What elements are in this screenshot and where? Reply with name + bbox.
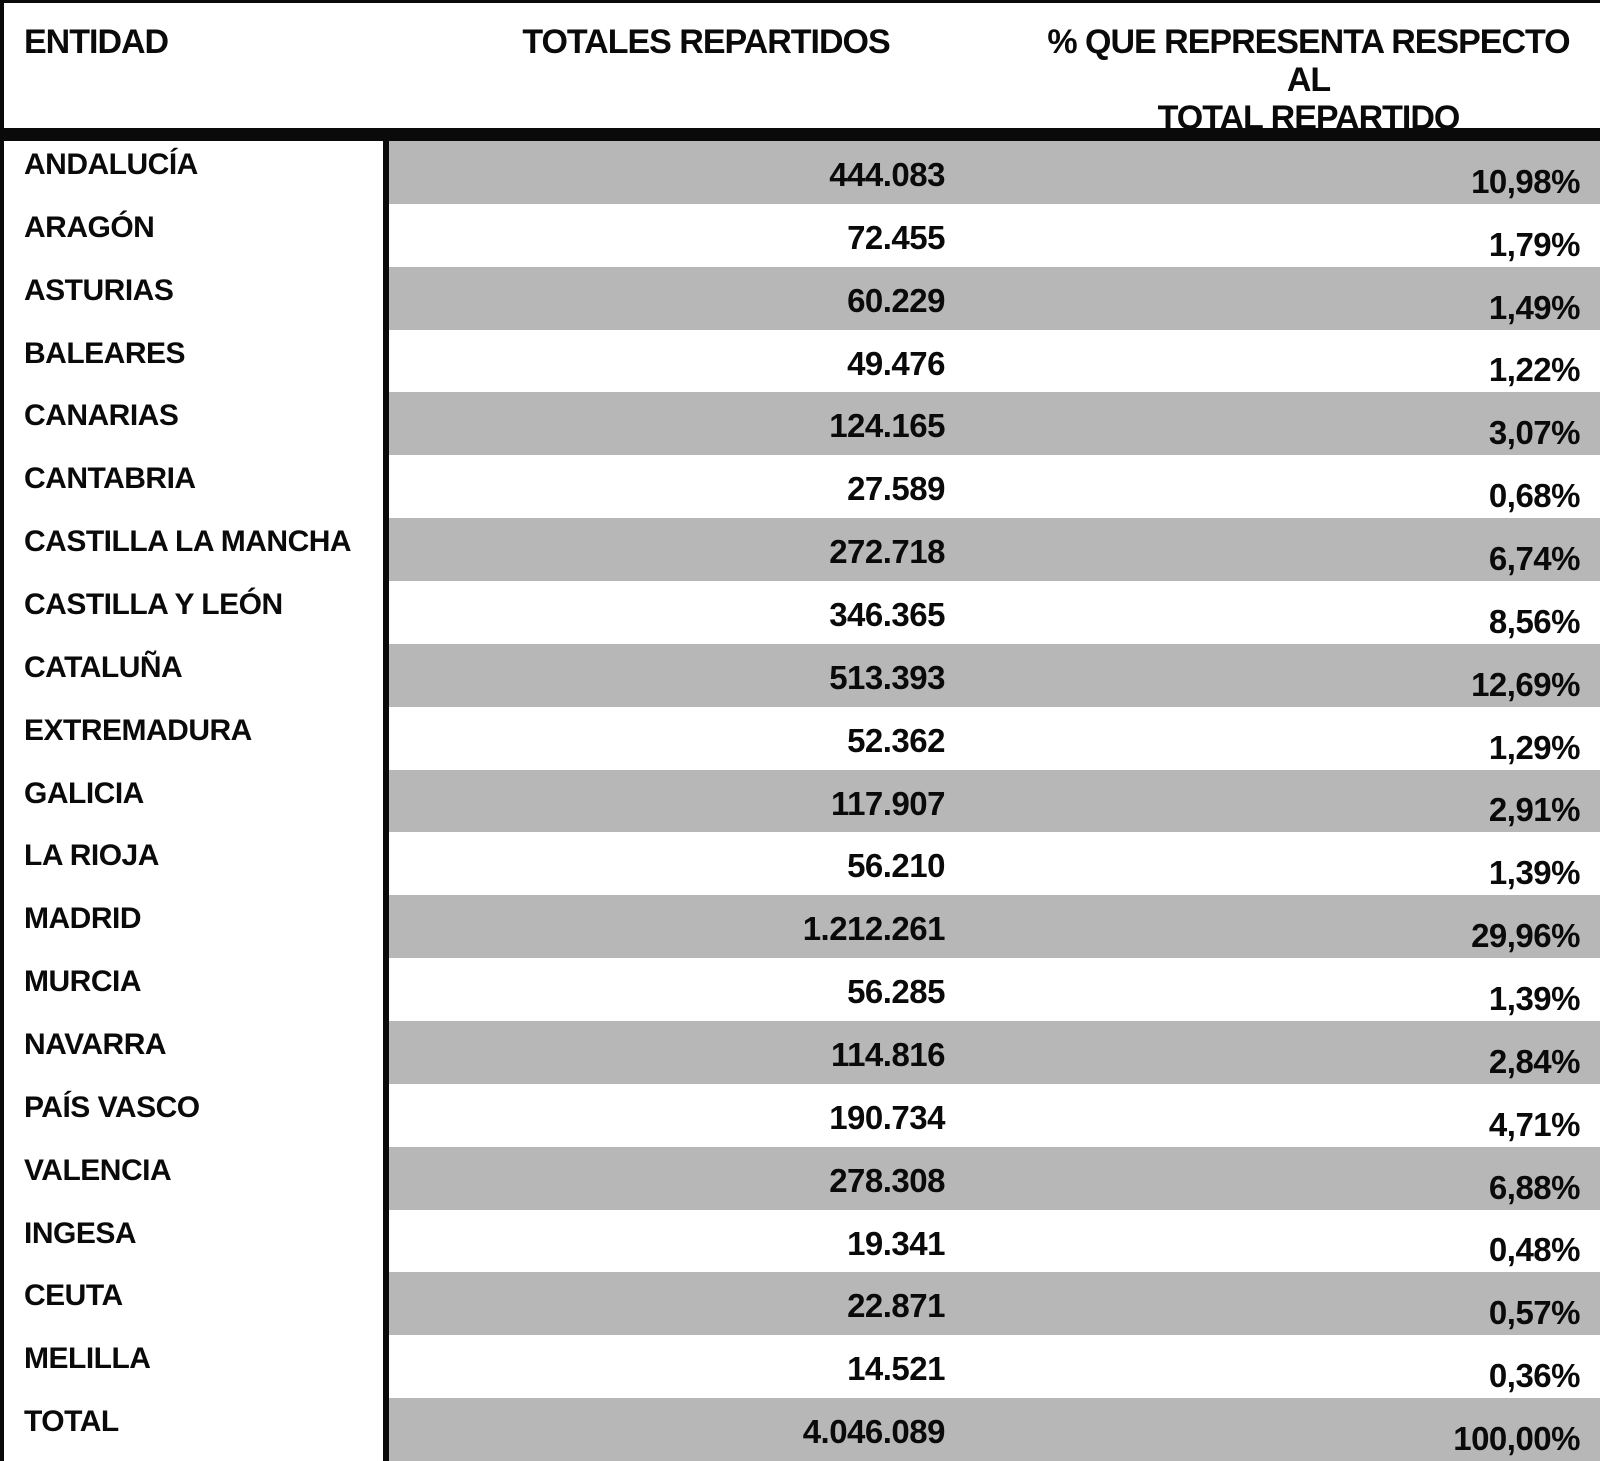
- table-header-row: ENTIDAD TOTALES REPARTIDOS % QUE REPRESE…: [4, 3, 1600, 137]
- percent-value-cell: 2,84%: [1011, 1021, 1600, 1084]
- percent-value-cell: 1,39%: [1011, 958, 1600, 1022]
- table-row: VALENCIA 278.308 6,88%: [4, 1146, 1600, 1210]
- table-row: CASTILLA Y LEÓN 346.365 8,56%: [4, 581, 1600, 644]
- total-value-cell: 117.907: [389, 769, 1011, 833]
- table-body: ANDALUCÍA 444.083 10,98% ARAGÓN 72.455 1…: [4, 141, 1600, 1461]
- entity-name-cell: PAÍS VASCO: [4, 1083, 389, 1147]
- table-row: EXTREMADURA 52.362 1,29%: [4, 706, 1600, 770]
- total-value-cell: 513.393: [389, 643, 1011, 707]
- percent-value-cell: 1,49%: [1011, 266, 1600, 330]
- total-value-cell: 19.341: [389, 1209, 1011, 1273]
- percent-value-cell: 100,00%: [1011, 1398, 1600, 1461]
- entity-name-cell: LA RIOJA: [4, 832, 389, 896]
- entity-name-cell: ANDALUCÍA: [4, 141, 389, 204]
- percent-value-cell: 1,29%: [1011, 706, 1600, 770]
- entity-name-cell: CANARIAS: [4, 392, 389, 456]
- entity-name-cell: CASTILLA Y LEÓN: [4, 581, 389, 644]
- total-value-cell: 49.476: [389, 329, 1011, 393]
- entity-name-cell: CATALUÑA: [4, 643, 389, 707]
- header-separator-bar: [4, 128, 1600, 141]
- entity-name-cell: ARAGÓN: [4, 203, 389, 267]
- percent-value-cell: 10,98%: [1011, 141, 1600, 204]
- entity-name-cell: NAVARRA: [4, 1021, 389, 1084]
- column-header-entidad: ENTIDAD: [24, 23, 169, 61]
- percent-value-cell: 8,56%: [1011, 581, 1600, 644]
- total-value-cell: 278.308: [389, 1146, 1011, 1210]
- percent-value-cell: 4,71%: [1011, 1083, 1600, 1147]
- total-value-cell: 56.210: [389, 832, 1011, 896]
- table-row: INGESA 19.341 0,48%: [4, 1209, 1600, 1273]
- entity-name-cell: MURCIA: [4, 958, 389, 1022]
- total-value-cell: 60.229: [389, 266, 1011, 330]
- table-row: GALICIA 117.907 2,91%: [4, 769, 1600, 833]
- total-value-cell: 272.718: [389, 518, 1011, 582]
- table-row: CATALUÑA 513.393 12,69%: [4, 643, 1600, 707]
- total-value-cell: 190.734: [389, 1083, 1011, 1147]
- total-value-cell: 56.285: [389, 958, 1011, 1022]
- total-value-cell: 4.046.089: [389, 1398, 1011, 1461]
- column-header-porcentaje-line2: TOTAL REPARTIDO: [1157, 99, 1461, 138]
- table-row: ASTURIAS 60.229 1,49%: [4, 266, 1600, 330]
- percent-value-cell: 1,39%: [1011, 832, 1600, 896]
- column-header-totales-repartidos: TOTALES REPARTIDOS: [522, 23, 890, 61]
- total-value-cell: 124.165: [389, 392, 1011, 456]
- table-row: PAÍS VASCO 190.734 4,71%: [4, 1083, 1600, 1147]
- percent-value-cell: 0,68%: [1011, 455, 1600, 519]
- entity-name-cell: EXTREMADURA: [4, 706, 389, 770]
- percent-value-cell: 6,74%: [1011, 518, 1600, 582]
- total-value-cell: 346.365: [389, 581, 1011, 644]
- percent-value-cell: 3,07%: [1011, 392, 1600, 456]
- entity-name-cell: VALENCIA: [4, 1146, 389, 1210]
- entity-name-cell: ASTURIAS: [4, 266, 389, 330]
- table-row: TOTAL 4.046.089 100,00%: [4, 1398, 1600, 1461]
- entity-name-cell: MELILLA: [4, 1335, 389, 1399]
- column-header-porcentaje: % QUE REPRESENTA RESPECTO AL TOTAL REPAR…: [1017, 3, 1600, 137]
- percent-value-cell: 6,88%: [1011, 1146, 1600, 1210]
- total-value-cell: 22.871: [389, 1272, 1011, 1336]
- percent-value-cell: 29,96%: [1011, 895, 1600, 959]
- total-value-cell: 27.589: [389, 455, 1011, 519]
- percent-value-cell: 0,48%: [1011, 1209, 1600, 1273]
- table-row: ANDALUCÍA 444.083 10,98%: [4, 141, 1600, 204]
- column-header-porcentaje-line1: % QUE REPRESENTA RESPECTO AL: [1047, 23, 1570, 100]
- entity-name-cell: INGESA: [4, 1209, 389, 1273]
- total-value-cell: 444.083: [389, 141, 1011, 204]
- entity-name-cell: GALICIA: [4, 769, 389, 833]
- entity-name-cell: TOTAL: [4, 1398, 389, 1461]
- entity-name-cell: MADRID: [4, 895, 389, 959]
- table-row: LA RIOJA 56.210 1,39%: [4, 832, 1600, 896]
- table-row: CANARIAS 124.165 3,07%: [4, 392, 1600, 456]
- entity-name-cell: CEUTA: [4, 1272, 389, 1336]
- total-value-cell: 114.816: [389, 1021, 1011, 1084]
- table-row: MELILLA 14.521 0,36%: [4, 1335, 1600, 1399]
- percent-value-cell: 1,79%: [1011, 203, 1600, 267]
- percent-value-cell: 0,57%: [1011, 1272, 1600, 1336]
- entity-name-cell: CANTABRIA: [4, 455, 389, 519]
- total-value-cell: 72.455: [389, 203, 1011, 267]
- percent-value-cell: 1,22%: [1011, 329, 1600, 393]
- entity-name-cell: CASTILLA LA MANCHA: [4, 518, 389, 582]
- table-row: CANTABRIA 27.589 0,68%: [4, 455, 1600, 519]
- entity-name-cell: BALEARES: [4, 329, 389, 393]
- table-row: NAVARRA 114.816 2,84%: [4, 1021, 1600, 1084]
- total-value-cell: 1.212.261: [389, 895, 1011, 959]
- percent-value-cell: 12,69%: [1011, 643, 1600, 707]
- percent-value-cell: 2,91%: [1011, 769, 1600, 833]
- table-row: CEUTA 22.871 0,57%: [4, 1272, 1600, 1336]
- table-row: BALEARES 49.476 1,22%: [4, 329, 1600, 393]
- table-row: MADRID 1.212.261 29,96%: [4, 895, 1600, 959]
- table-row: CASTILLA LA MANCHA 272.718 6,74%: [4, 518, 1600, 582]
- percent-value-cell: 0,36%: [1011, 1335, 1600, 1399]
- table-row: MURCIA 56.285 1,39%: [4, 958, 1600, 1022]
- table-row: ARAGÓN 72.455 1,79%: [4, 203, 1600, 267]
- total-value-cell: 14.521: [389, 1335, 1011, 1399]
- total-value-cell: 52.362: [389, 706, 1011, 770]
